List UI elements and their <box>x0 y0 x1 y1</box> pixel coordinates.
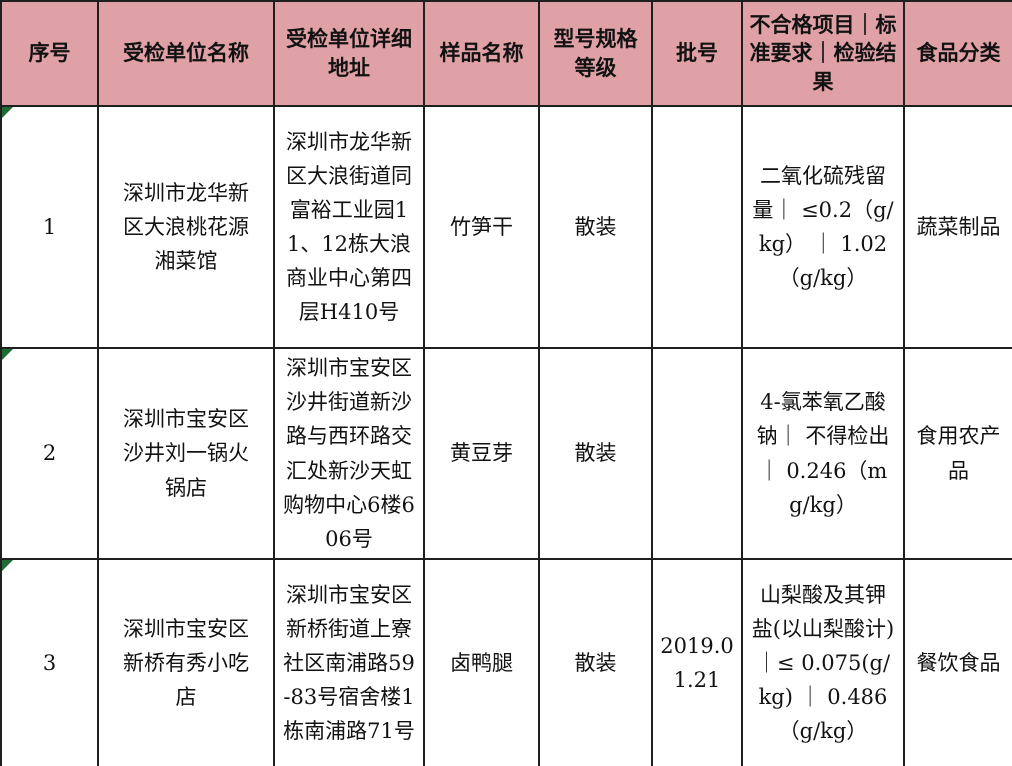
cell-category: 餐饮食品 <box>903 558 1012 766</box>
column-header-spec: 型号规格等级 <box>538 0 653 107</box>
cell-spec: 散装 <box>538 347 653 560</box>
cell-issue: 4-氯苯氧乙酸钠｜ 不得检出 ｜ 0.246（mg/kg） <box>741 347 905 560</box>
cell-address: 深圳市宝安区沙井街道新沙路与西环路交汇处新沙天虹购物中心6楼606号 <box>273 347 425 560</box>
table-row: 1 深圳市龙华新区大浪桃花源湘菜馆 深圳市龙华新区大浪街道同富裕工业园11、12栋大… <box>0 105 1012 349</box>
cell-batch <box>651 105 743 349</box>
excel-green-triangle-icon <box>3 108 13 118</box>
cell-name: 深圳市龙华新区大浪桃花源湘菜馆 <box>97 105 275 349</box>
cell-address: 深圳市宝安区新桥街道上寮社区南浦路59-83号宿舍楼1栋南浦路71号 <box>273 558 425 766</box>
cell-name: 深圳市宝安区沙井刘一锅火锅店 <box>97 347 275 560</box>
cell-sample: 竹笋干 <box>423 105 540 349</box>
column-header-name: 受检单位名称 <box>97 0 275 107</box>
column-header-batch: 批号 <box>651 0 743 107</box>
column-header-address: 受检单位详细地址 <box>273 0 425 107</box>
cell-name: 深圳市宝安区新桥有秀小吃店 <box>97 558 275 766</box>
cell-address: 深圳市龙华新区大浪街道同富裕工业园11、12栋大浪商业中心第四层H410号 <box>273 105 425 349</box>
excel-green-triangle-icon <box>3 561 13 571</box>
cell-issue: 二氧化硫残留量｜ ≤0.2（g/kg） ｜ 1.02（g/kg） <box>741 105 905 349</box>
cell-no: 1 <box>0 105 99 349</box>
cell-category: 蔬菜制品 <box>903 105 1012 349</box>
cell-no: 3 <box>0 558 99 766</box>
cell-issue: 山梨酸及其钾盐(以山梨酸计)｜≤ 0.075(g/kg) ｜ 0.486（g/k… <box>741 558 905 766</box>
column-header-no: 序号 <box>0 0 99 107</box>
excel-green-triangle-icon <box>3 350 13 360</box>
header-row: 序号 受检单位名称 受检单位详细地址 样品名称 型号规格等级 批号 不合格项目｜标准要求｜检… <box>0 0 1012 107</box>
cell-no: 2 <box>0 347 99 560</box>
cell-sample: 黄豆芽 <box>423 347 540 560</box>
table-row: 2 深圳市宝安区沙井刘一锅火锅店 深圳市宝安区沙井街道新沙路与西环路交汇处新沙天虹购… <box>0 347 1012 560</box>
table-row: 3 深圳市宝安区新桥有秀小吃店 深圳市宝安区新桥街道上寮社区南浦路59-83号宿舍楼… <box>0 558 1012 766</box>
cell-spec: 散装 <box>538 105 653 349</box>
cell-batch <box>651 347 743 560</box>
column-header-sample: 样品名称 <box>423 0 540 107</box>
cell-sample: 卤鸭腿 <box>423 558 540 766</box>
table-header: 序号 受检单位名称 受检单位详细地址 样品名称 型号规格等级 批号 不合格项目｜标准要求｜检… <box>0 0 1012 107</box>
cell-batch: 2019.01.21 <box>651 558 743 766</box>
cell-spec: 散装 <box>538 558 653 766</box>
cell-category: 食用农产品 <box>903 347 1012 560</box>
column-header-category: 食品分类 <box>903 0 1012 107</box>
table-body: 1 深圳市龙华新区大浪桃花源湘菜馆 深圳市龙华新区大浪街道同富裕工业园11、12栋大… <box>0 105 1012 766</box>
column-header-issue: 不合格项目｜标准要求｜检验结果 <box>741 0 905 107</box>
